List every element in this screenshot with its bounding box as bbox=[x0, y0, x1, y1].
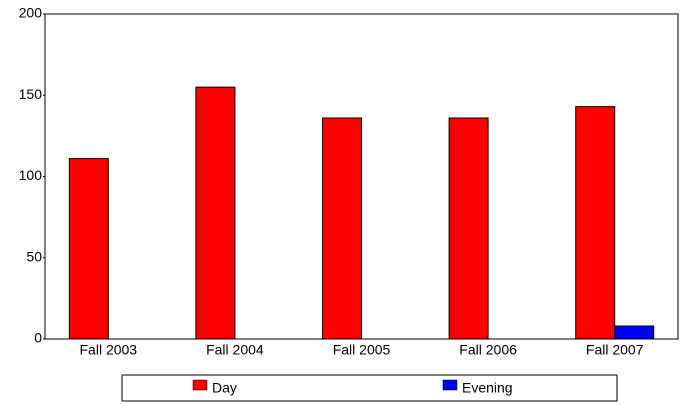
bar bbox=[448, 117, 489, 340]
y-tick-label: 150 bbox=[19, 86, 43, 102]
x-tick-label: Fall 2003 bbox=[80, 342, 138, 358]
y-tick-label: 0 bbox=[34, 330, 42, 346]
legend-label: Evening bbox=[462, 380, 513, 396]
legend-swatch bbox=[442, 379, 458, 391]
legend-label: Day bbox=[212, 380, 237, 396]
x-tick-label: Fall 2005 bbox=[333, 342, 391, 358]
x-tick-label: Fall 2004 bbox=[206, 342, 264, 358]
y-tick-label: 200 bbox=[19, 5, 43, 21]
x-tick-label: Fall 2006 bbox=[459, 342, 517, 358]
y-tick-label: 50 bbox=[26, 248, 42, 264]
bar bbox=[195, 86, 236, 340]
bar bbox=[614, 325, 655, 340]
bar bbox=[68, 158, 109, 340]
x-tick-label: Fall 2007 bbox=[586, 342, 644, 358]
bar bbox=[322, 117, 362, 340]
bar bbox=[575, 106, 616, 340]
legend-swatch bbox=[192, 379, 208, 391]
y-tick-label: 100 bbox=[19, 167, 43, 183]
